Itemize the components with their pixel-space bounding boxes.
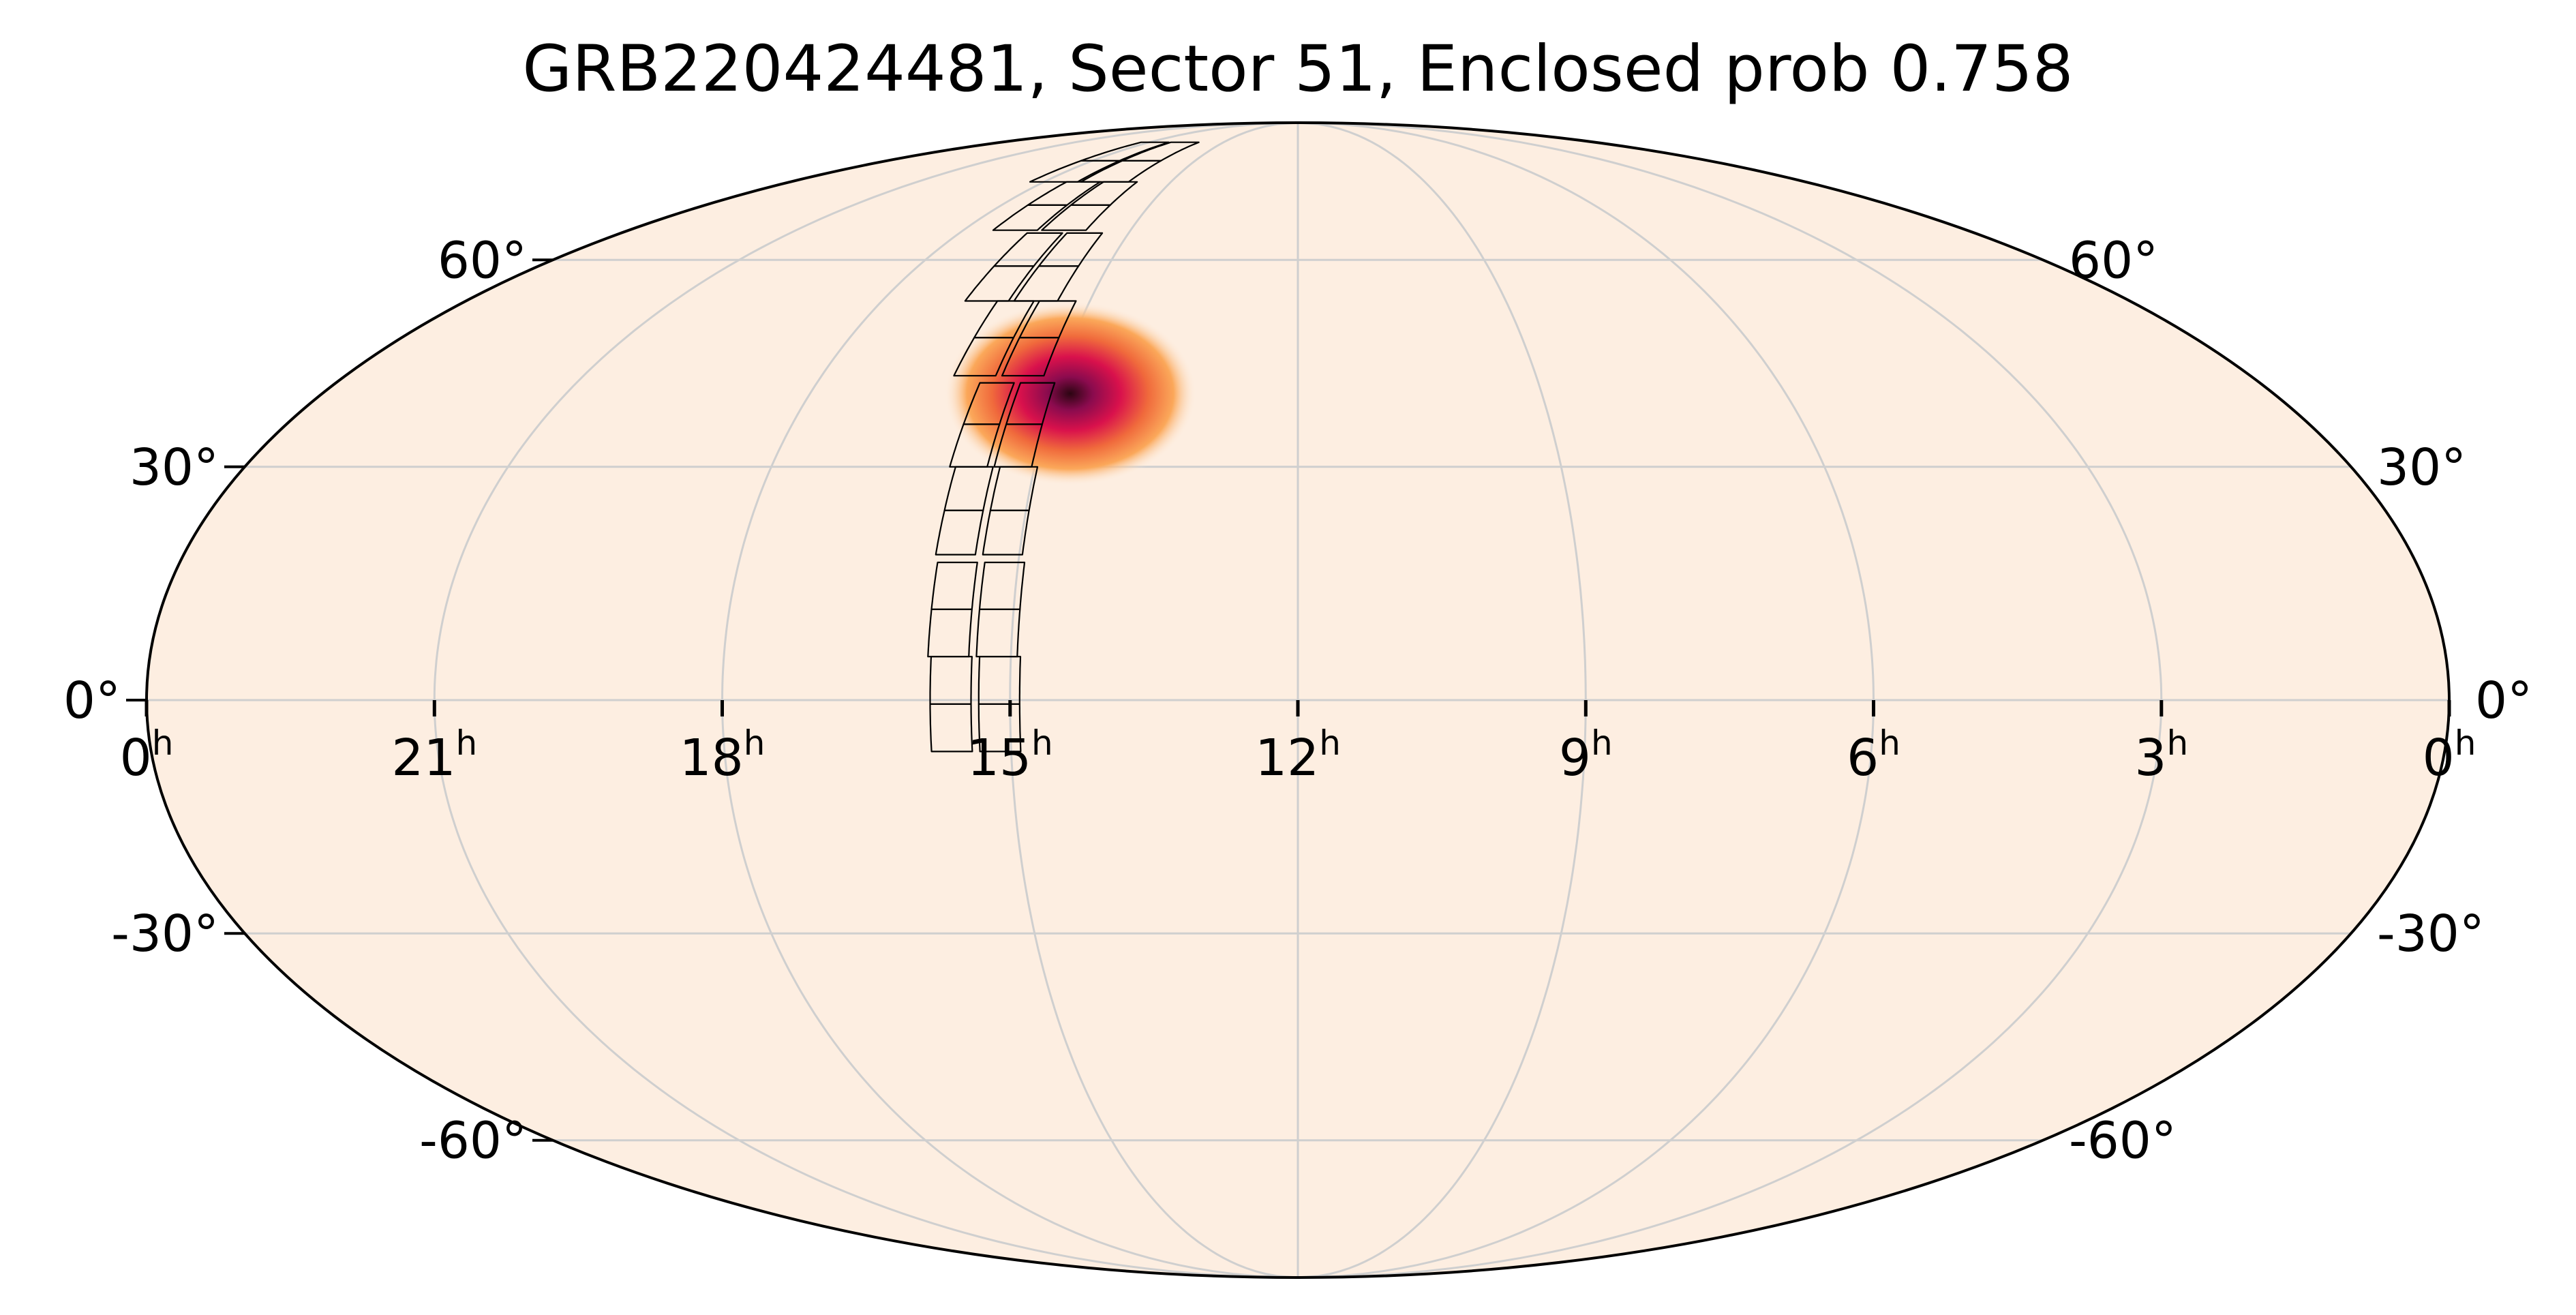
dec-tick-label-left: 0°: [63, 671, 121, 730]
ra-tick-label: 9h: [1559, 723, 1613, 787]
dec-tick-label-right: 60°: [2069, 231, 2158, 290]
plot-title: GRB220424481, Sector 51, Enclosed prob 0…: [522, 32, 2073, 106]
dec-tick-label-left: -60°: [419, 1112, 527, 1170]
sector-footprint: [927, 141, 1200, 753]
ra-tick-label: 15h: [967, 723, 1053, 787]
dec-tick-label-left: 30°: [130, 438, 219, 497]
ra-tick-label: 0h: [2423, 723, 2476, 787]
ra-tick-label: 18h: [680, 723, 766, 787]
camera-footprint-2: [935, 382, 1056, 556]
ccd-outline: [1121, 141, 1200, 162]
ra-tick-label: 12h: [1255, 723, 1341, 787]
ccd-outline: [1038, 232, 1104, 267]
ccd-outline: [993, 232, 1063, 267]
dec-tick-label-left: 60°: [438, 231, 527, 290]
ccd-outline: [978, 561, 1026, 610]
ra-tick-label: 0h: [120, 723, 174, 787]
probability-blob: [944, 301, 1196, 486]
ra-tick-label: 21h: [391, 723, 477, 787]
ccd-outline: [963, 382, 1015, 425]
ra-tick-label: 6h: [1847, 723, 1900, 787]
ra-tick-marks: [145, 700, 2451, 716]
camera-footprint-4: [992, 141, 1200, 231]
dec-tick-label-right: -30°: [2377, 905, 2485, 963]
dec-tick-label-right: -60°: [2069, 1112, 2177, 1170]
ccd-outline: [930, 561, 978, 610]
camera-footprint-1: [927, 561, 1026, 753]
ra-tick-label: 3h: [2134, 723, 2188, 787]
dec-tick-label-left: -30°: [111, 905, 219, 963]
ccd-outline: [1018, 300, 1077, 339]
dec-axis-labels: 60° 30° 0° -30° -60° 60° 30° 0° -30° -60°: [63, 231, 2532, 1170]
ra-axis-labels: 0h 21h 18h 15h 12h 9h 6h 3h 0h: [120, 723, 2476, 787]
dec-tick-label-right: 0°: [2475, 671, 2532, 730]
dec-tick-label-right: 30°: [2377, 438, 2466, 497]
ccd-outline: [1005, 382, 1056, 425]
ccd-outline: [1080, 141, 1170, 162]
camera-footprint-3: [953, 232, 1104, 377]
